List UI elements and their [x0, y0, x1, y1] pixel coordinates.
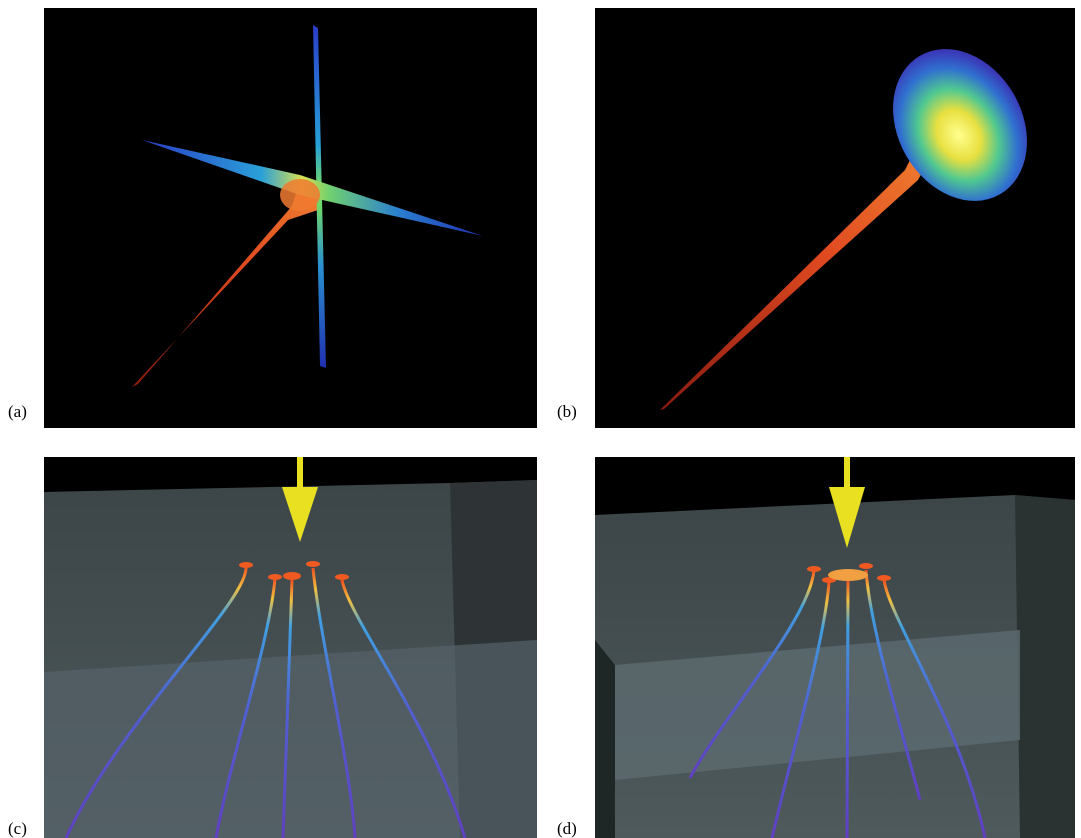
- panel-b: (b): [557, 8, 1075, 428]
- hub: [280, 179, 320, 211]
- cup: [859, 563, 873, 569]
- panel-label: (b): [557, 402, 577, 421]
- panel-label: (a): [8, 402, 27, 421]
- streamline: [214, 577, 277, 838]
- floor: [44, 640, 537, 838]
- streamline: [882, 579, 987, 838]
- streamline: [864, 569, 922, 801]
- streamline: [845, 579, 850, 838]
- stem: [132, 180, 318, 387]
- wall: [595, 640, 615, 838]
- streamline: [688, 569, 816, 779]
- streamline: [770, 581, 831, 838]
- arrow-head: [282, 487, 318, 542]
- arrow-head: [829, 487, 865, 548]
- wall: [1015, 495, 1075, 838]
- streamline: [64, 565, 248, 838]
- cups: [807, 563, 891, 583]
- arrow-shaft: [297, 457, 303, 487]
- panel-label: (d): [557, 819, 577, 838]
- streamline: [340, 579, 467, 838]
- streamlines: [688, 569, 987, 838]
- cup: [283, 572, 301, 580]
- panel-background: [595, 8, 1075, 428]
- window: [615, 630, 1020, 780]
- streamline: [311, 567, 357, 838]
- cups: [239, 561, 349, 580]
- cup: [877, 575, 891, 581]
- cup: [335, 574, 349, 580]
- panel-c: (c): [8, 457, 537, 838]
- stem: [660, 148, 935, 410]
- cup: [239, 562, 253, 568]
- cup: [807, 566, 821, 572]
- cup: [828, 569, 868, 581]
- panel-a: (a): [8, 8, 537, 428]
- panel-d: (d): [557, 457, 1075, 838]
- streamline: [281, 579, 294, 838]
- arrow-shaft: [844, 457, 850, 487]
- panel-label: (c): [8, 819, 27, 838]
- cup: [268, 574, 282, 580]
- streamlines: [64, 565, 467, 838]
- cup: [306, 561, 320, 567]
- disk: [893, 49, 1027, 201]
